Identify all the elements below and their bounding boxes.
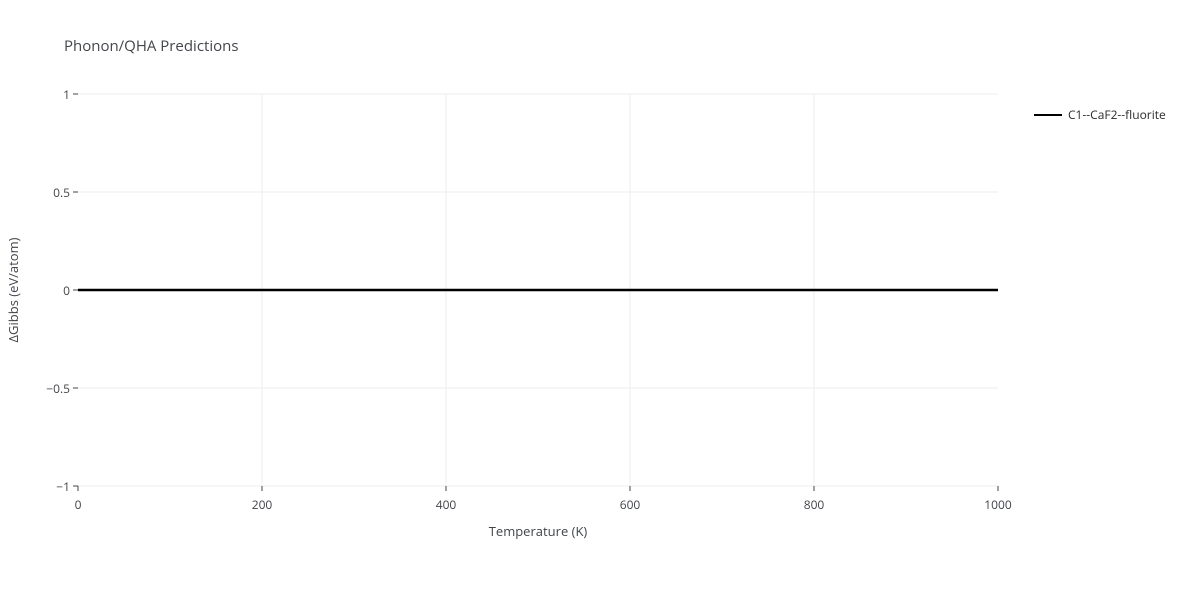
x-tick-label: 400	[416, 496, 476, 513]
legend-swatch	[1034, 114, 1062, 116]
x-tick-label: 0	[48, 496, 108, 513]
x-tick-label: 800	[784, 496, 844, 513]
legend-label: C1--CaF2--fluorite	[1068, 106, 1166, 123]
y-tick-label: 1	[20, 86, 70, 103]
legend[interactable]: C1--CaF2--fluorite	[1034, 106, 1166, 123]
x-tick-label: 200	[232, 496, 292, 513]
x-tick-label: 600	[600, 496, 660, 513]
chart-container: { "chart": { "type": "line", "title": "P…	[0, 0, 1200, 600]
y-tick-label: 0	[20, 282, 70, 299]
y-tick-label: −0.5	[20, 380, 70, 397]
y-tick-label: −1	[20, 478, 70, 495]
y-tick-label: 0.5	[20, 184, 70, 201]
x-tick-label: 1000	[968, 496, 1028, 513]
